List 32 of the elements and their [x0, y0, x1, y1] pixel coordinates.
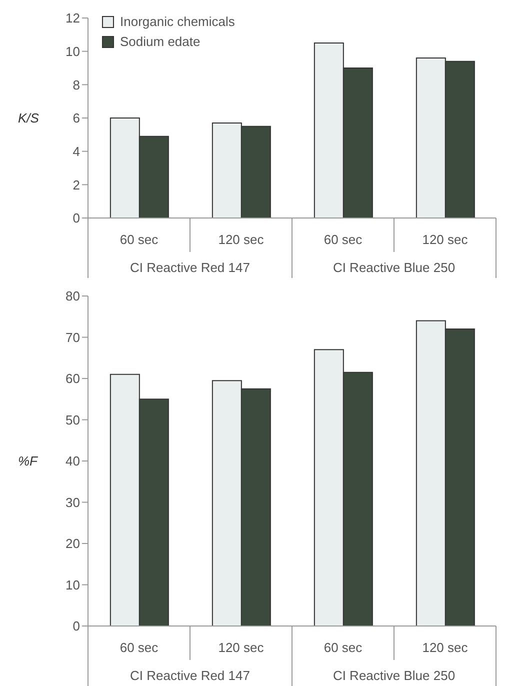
- y-tick-label: 8: [72, 77, 80, 92]
- y-tick-label: 10: [66, 44, 80, 59]
- text: CI Reactive Red 147: [130, 668, 250, 683]
- y-tick-label: 2: [72, 177, 80, 192]
- x-tick-label: 120 sec: [218, 232, 264, 247]
- y-tick-label: 40: [66, 454, 80, 469]
- y-tick-label: 0: [72, 618, 80, 634]
- x-tick-label: 120 sec: [218, 640, 264, 655]
- y-tick-label: 6: [72, 110, 80, 126]
- legend-label: Inorganic chemicals: [120, 13, 235, 31]
- y-tick-label: 20: [66, 536, 80, 552]
- y-tick-label: 10: [66, 577, 80, 592]
- y-tick-label: 0: [72, 210, 80, 226]
- x-tick-label: 60 sec: [324, 232, 363, 247]
- y-tick-label: 80: [66, 288, 80, 304]
- x-tick-label: 120 sec: [422, 232, 468, 247]
- y-tick-label: 60: [66, 371, 80, 386]
- y-axis-title: K/S: [18, 110, 40, 126]
- y-tick-label: 4: [72, 144, 80, 159]
- y-axis-title: %F: [18, 454, 39, 469]
- y-tick-label: 12: [66, 10, 80, 26]
- text: CI Reactive Blue 250: [332, 668, 456, 683]
- text: CI Reactive Red 147: [130, 260, 250, 275]
- x-tick-label: 120 sec: [422, 640, 468, 655]
- y-tick-label: 70: [66, 330, 80, 345]
- text: CI Reactive Blue 250: [332, 260, 456, 275]
- legend-label: Sodium edate: [120, 33, 200, 51]
- x-tick-label: 60 sec: [324, 640, 363, 655]
- y-tick-label: 50: [66, 412, 80, 428]
- y-tick-label: 30: [66, 494, 80, 510]
- x-tick-label: 60 sec: [120, 640, 159, 655]
- x-tick-label: 60 sec: [120, 232, 159, 247]
